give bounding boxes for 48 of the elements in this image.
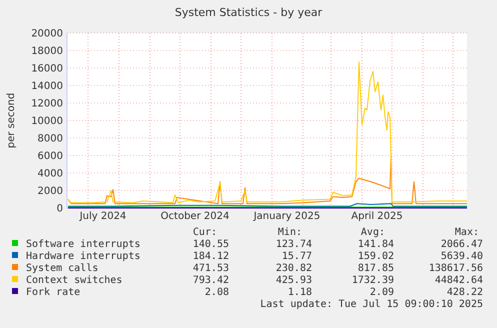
y-tick-label: 10000 (31, 116, 63, 127)
text: 817.85 (358, 263, 394, 274)
x-tick-label: October 2024 (160, 211, 230, 222)
text: Min: (278, 227, 302, 238)
text: 2.09 (370, 287, 394, 298)
text: 159.02 (358, 251, 394, 262)
legend-label: Fork rate (26, 287, 80, 298)
text: 141.84 (358, 239, 394, 250)
x-tick-label: April 2025 (351, 211, 403, 222)
legend-label: System calls (26, 263, 98, 274)
text: Cur: (192, 227, 217, 238)
text: 123.74 (276, 239, 312, 250)
text: 184.12 (192, 251, 229, 262)
legend-label: Software interrupts (26, 239, 140, 250)
x-tick-label: January 2025 (252, 211, 320, 222)
text: 428.22 (446, 287, 483, 298)
y-tick-label: 0 (56, 204, 63, 214)
text: 425.93 (276, 275, 312, 286)
y-tick-label: 4000 (38, 168, 63, 180)
y-tick-label: 8000 (38, 134, 63, 144)
text: Last update: Tue Jul 15 09:00:10 2025 (260, 299, 483, 310)
text: 2.08 (204, 287, 229, 298)
text: Avg: (360, 227, 385, 238)
text: 230.82 (276, 263, 312, 274)
text: 793.42 (192, 275, 229, 286)
y-tick-label: 12000 (31, 98, 63, 110)
y-tick-label: 6000 (38, 151, 63, 162)
y-tick-label: 16000 (31, 64, 63, 74)
line-series (68, 61, 468, 204)
y-tick-label: 2000 (38, 186, 63, 197)
text: 44842.64 (434, 275, 483, 286)
chart-title: System Statistics - by year (174, 6, 323, 19)
text: 5639.40 (440, 251, 483, 262)
y-tick-label: 14000 (31, 81, 63, 92)
text: 471.53 (192, 263, 229, 274)
legend-label: Context switches (26, 275, 122, 286)
text: 1732.39 (352, 275, 394, 286)
x-tick-label: July 2024 (78, 211, 126, 222)
text: 15.77 (282, 251, 312, 262)
text: 140.55 (192, 239, 229, 250)
legend-label: Hardware interrupts (26, 251, 140, 262)
y-axis-title: per second (6, 92, 17, 148)
text: 2066.47 (440, 239, 483, 250)
text: 1.18 (288, 287, 312, 298)
y-tick-label: 20000 (31, 28, 63, 40)
text: Max: (454, 227, 479, 238)
text: 138617.56 (428, 263, 483, 274)
y-tick-label: 18000 (31, 46, 63, 57)
